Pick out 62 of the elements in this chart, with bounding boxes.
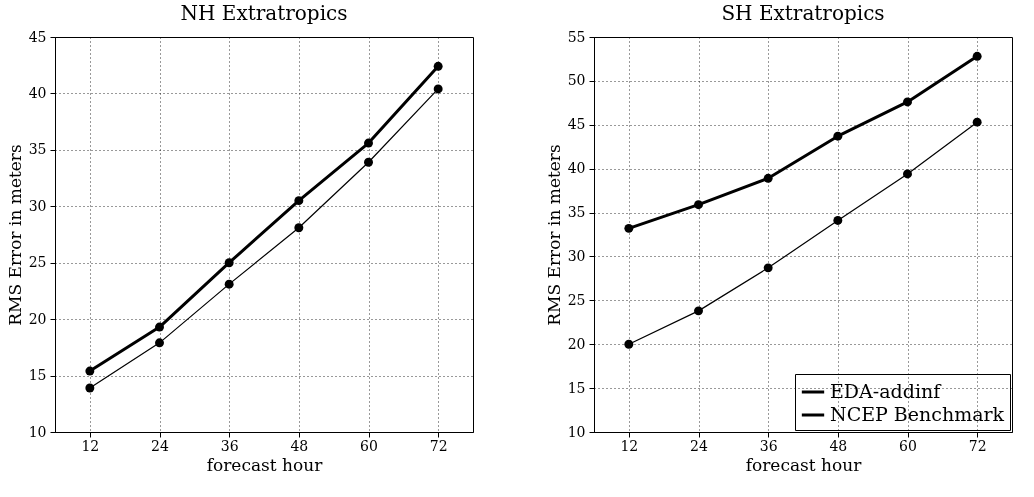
point	[433, 61, 443, 71]
point	[833, 131, 843, 141]
y-tick-label: 20	[28, 310, 47, 327]
point	[364, 157, 373, 167]
chart-title: SH Extratropics	[721, 1, 885, 25]
legend-label: NCEP Benchmark	[830, 403, 1005, 425]
point	[763, 173, 773, 183]
y-tick-label: 25	[28, 254, 47, 271]
y-tick-label: 20	[567, 335, 586, 352]
x-tick-label: 48	[290, 437, 309, 454]
point	[364, 138, 373, 148]
point	[294, 223, 304, 233]
y-tick-label: 45	[567, 116, 586, 133]
y-tick-label: 35	[28, 141, 47, 158]
y-tick-label: 30	[567, 247, 586, 264]
point	[763, 263, 773, 273]
point	[624, 339, 634, 349]
y-axis-title: RMS Error in meters	[4, 144, 25, 326]
x-tick-label: 72	[968, 437, 987, 454]
x-tick-label: 36	[220, 437, 239, 454]
point	[433, 84, 443, 94]
y-tick-label: 40	[567, 160, 586, 177]
point	[155, 338, 164, 348]
point	[903, 97, 912, 107]
y-tick-label: 15	[567, 379, 586, 396]
y-tick-label: 25	[567, 291, 586, 308]
x-tick-label: 60	[899, 437, 917, 454]
y-tick-label: 40	[28, 84, 47, 101]
point	[694, 200, 703, 210]
point	[85, 366, 95, 376]
point	[903, 169, 912, 179]
legend-label: EDA-addinf	[830, 380, 943, 402]
y-tick-label: 30	[28, 197, 47, 214]
y-tick-label: 35	[567, 204, 586, 221]
y-tick-label: 55	[567, 28, 586, 45]
point	[972, 51, 982, 61]
y-tick-label: 50	[567, 72, 586, 89]
point	[624, 223, 634, 233]
x-tick-label: 24	[151, 437, 169, 454]
x-axis-title: forecast hour	[745, 454, 863, 475]
point	[694, 306, 703, 316]
y-tick-label: 15	[28, 367, 47, 384]
x-tick-label: 72	[429, 437, 448, 454]
x-tick-label: 12	[620, 437, 639, 454]
point	[224, 258, 234, 268]
y-axis-title: RMS Error in meters	[543, 144, 564, 326]
point	[224, 279, 234, 289]
chart-title: NH Extratropics	[180, 1, 348, 25]
x-tick-label: 60	[360, 437, 378, 454]
point	[85, 383, 95, 393]
y-tick-label: 45	[28, 28, 47, 45]
x-tick-label: 12	[81, 437, 100, 454]
y-tick-label: 10	[28, 423, 47, 440]
x-tick-label: 48	[829, 437, 848, 454]
x-axis-title: forecast hour	[206, 454, 324, 475]
point	[294, 196, 304, 206]
point	[972, 117, 982, 127]
x-tick-label: 24	[690, 437, 708, 454]
point	[833, 215, 843, 225]
x-tick-label: 36	[759, 437, 778, 454]
y-tick-label: 10	[567, 423, 586, 440]
point	[155, 322, 164, 332]
